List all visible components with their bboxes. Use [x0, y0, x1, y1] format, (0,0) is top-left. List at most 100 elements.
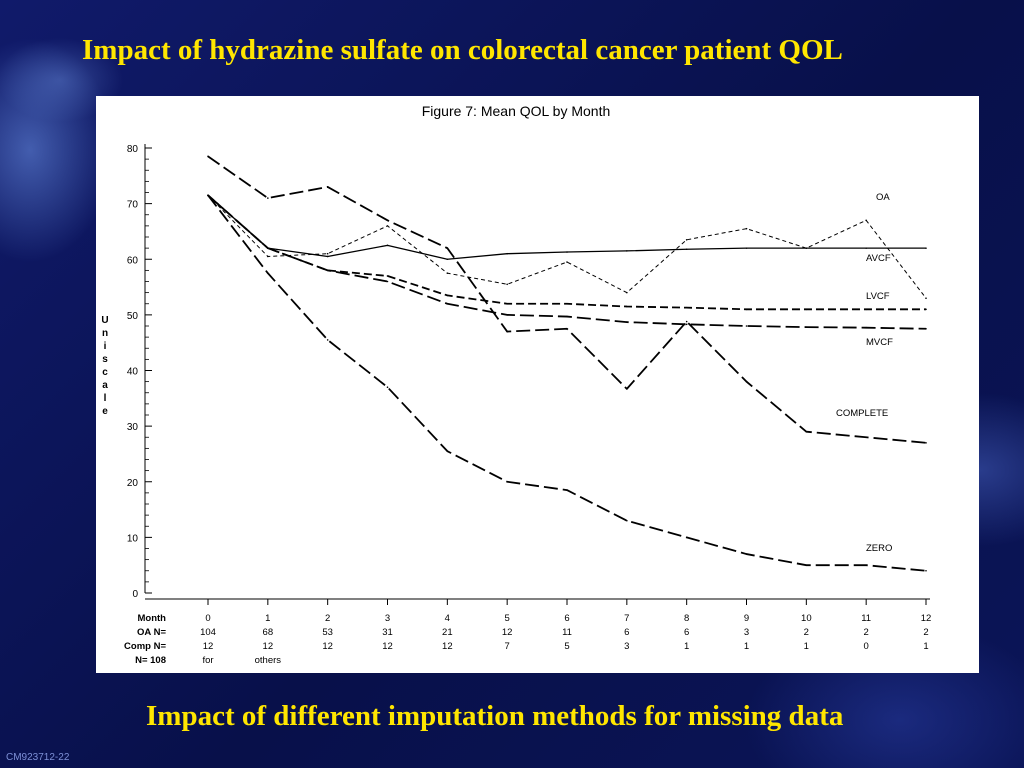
y-axis-label-letter: l: [104, 393, 107, 404]
table-cell: 5: [564, 641, 569, 652]
slide-title: Impact of hydrazine sulfate on colorecta…: [82, 34, 843, 66]
y-axis-label-letter: i: [104, 341, 107, 352]
table-cell: 31: [382, 627, 393, 638]
data-point: [326, 255, 329, 258]
slide-subtitle: Impact of different imputation methods f…: [146, 700, 844, 732]
data-point: [566, 315, 568, 318]
series-label-layer: OA AVCF LVCF MVCF COMPLETE ZERO: [836, 192, 893, 554]
table-cell: 1: [265, 613, 270, 624]
table-cell: for: [202, 655, 213, 666]
data-point: [745, 247, 748, 249]
data-point: [745, 553, 748, 555]
data-point: [326, 252, 329, 255]
table-cell: 0: [864, 641, 869, 652]
table-cell: 12: [203, 641, 214, 652]
y-axis-label-letter: c: [102, 367, 108, 378]
data-point: [745, 227, 748, 230]
series-label: AVCF: [866, 253, 891, 264]
series-label: MVCF: [866, 337, 893, 348]
y-axis-label-letter: s: [102, 354, 108, 365]
table-cell: 53: [322, 627, 333, 638]
series-line-avcf: [207, 194, 926, 260]
table-row-label: N= 108: [135, 655, 166, 666]
table-cell: 12: [322, 641, 333, 652]
data-point: [446, 247, 449, 249]
table-cell: 8: [684, 613, 689, 624]
series-label: LVCF: [866, 291, 890, 302]
data-point: [925, 327, 927, 330]
table-cell: 2: [923, 627, 928, 638]
data-point: [925, 297, 927, 299]
data-point: [267, 247, 269, 249]
data-point: [446, 258, 449, 261]
data-point: [506, 252, 508, 255]
table-cell: 2: [325, 613, 330, 624]
data-point: [865, 436, 867, 439]
data-point: [506, 314, 508, 316]
table-cell: 11: [861, 613, 871, 624]
data-point: [386, 386, 389, 388]
y-axis-label-letter: U: [101, 315, 108, 326]
data-point: [267, 255, 269, 258]
data-point: [685, 238, 688, 241]
series-line-oa: [207, 194, 927, 299]
data-point: [566, 489, 568, 491]
table-row-label: Month: [138, 613, 167, 624]
table-cell: 2: [804, 627, 809, 638]
table-cell: 0: [205, 613, 210, 624]
chart-panel: Figure 7: Mean QOL by Month 0 10 20 30 40 50 6…: [96, 96, 979, 673]
data-point: [685, 320, 688, 323]
data-point: [865, 564, 867, 566]
data-point: [326, 339, 329, 341]
data-point: [626, 321, 628, 323]
table-cell: 9: [744, 613, 749, 624]
data-point: [865, 247, 867, 249]
data-point: [745, 308, 748, 311]
table-cell: 12: [263, 641, 274, 652]
data-point: [865, 326, 867, 329]
data-point: [446, 450, 449, 452]
table-cell: 11: [562, 627, 572, 638]
data-point: [626, 250, 628, 252]
y-tick-label: 30: [127, 422, 139, 433]
data-point: [626, 291, 628, 294]
data-point: [925, 442, 927, 444]
data-point: [506, 330, 508, 333]
table-cell: 12: [921, 613, 932, 624]
data-point: [626, 519, 628, 522]
data-point: [506, 302, 508, 305]
table-row-label: Comp N=: [124, 641, 166, 652]
y-tick-label: 40: [127, 367, 139, 378]
line-chart: Figure 7: Mean QOL by Month 010203040506…: [101, 103, 932, 666]
series-label: COMPLETE: [836, 408, 888, 419]
data-point: [326, 186, 329, 188]
table-cell: 6: [624, 627, 629, 638]
data-point: [446, 302, 449, 305]
chart-title: Figure 7: Mean QOL by Month: [422, 103, 611, 119]
data-point: [745, 325, 748, 327]
data-point: [506, 480, 508, 483]
data-point: [446, 294, 449, 297]
y-tick-label: 0: [132, 589, 138, 600]
data-point: [685, 323, 688, 326]
data-point: [925, 247, 927, 249]
series-layer: [207, 155, 927, 572]
y-tick-label: 80: [127, 144, 139, 155]
data-point: [566, 327, 568, 330]
data-point: [865, 219, 867, 222]
table-cell: 7: [505, 641, 510, 652]
y-tick-label: 10: [127, 533, 139, 544]
series-label: OA: [876, 192, 890, 203]
slide-code: CM923712-22: [6, 752, 70, 763]
data-point: [506, 283, 508, 286]
data-point: [865, 308, 867, 311]
data-point: [805, 308, 808, 311]
data-point: [925, 569, 927, 572]
table-cell: 10: [801, 613, 812, 624]
table-cell: 3: [624, 641, 629, 652]
data-point: [207, 155, 209, 158]
data-point: [566, 251, 568, 253]
y-axis-label-letter: a: [102, 380, 108, 391]
table-cell: 6: [564, 613, 569, 624]
